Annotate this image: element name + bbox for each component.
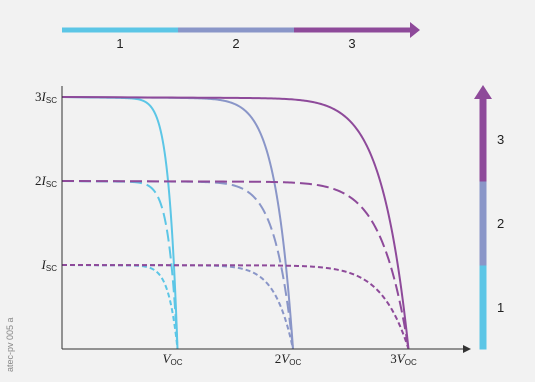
series-count-bar: 1 2 3 <box>62 22 420 51</box>
top-bar-segment-3 <box>294 27 411 33</box>
right-bar-segment-3 <box>479 97 487 182</box>
y-tick-3: 3ISC <box>35 89 57 105</box>
right-bar-label-2: 2 <box>497 216 504 231</box>
right-bar-label-3: 3 <box>497 132 504 147</box>
y-tick-1: ISC <box>41 257 58 273</box>
top-bar-label-3: 3 <box>348 36 355 51</box>
y-tick-labels: ISC 2ISC 3ISC <box>35 89 57 273</box>
right-bar-segment-1 <box>479 265 487 350</box>
top-bar-segment-1 <box>62 27 179 33</box>
right-bar-label-1: 1 <box>497 300 504 315</box>
right-bar-segment-2 <box>479 181 487 266</box>
iv-curve-3s-2p <box>61 180 410 350</box>
iv-curve-1s-3p <box>61 96 179 350</box>
parallel-count-bar: 1 2 3 <box>474 85 504 350</box>
x-tick-2: 2VOC <box>275 351 302 367</box>
watermark: atec-pv 005 a <box>5 317 15 372</box>
x-tick-3: 3VOC <box>390 351 417 367</box>
y-tick-2: 2ISC <box>35 173 57 189</box>
top-bar-segment-2 <box>178 27 295 33</box>
iv-curve-3s-3p <box>61 96 410 350</box>
top-bar-label-1: 1 <box>116 36 123 51</box>
iv-curve-1s-1p <box>61 264 179 350</box>
iv-curve-2s-3p <box>61 96 294 350</box>
x-tick-1: VOC <box>163 351 183 367</box>
iv-curves <box>61 96 410 350</box>
top-bar-label-2: 2 <box>232 36 239 51</box>
x-tick-labels: VOC 2VOC 3VOC <box>163 351 417 367</box>
iv-curve-3s-1p <box>61 264 410 350</box>
top-bar-arrowhead <box>410 22 420 38</box>
right-bar-arrowhead <box>474 85 492 99</box>
